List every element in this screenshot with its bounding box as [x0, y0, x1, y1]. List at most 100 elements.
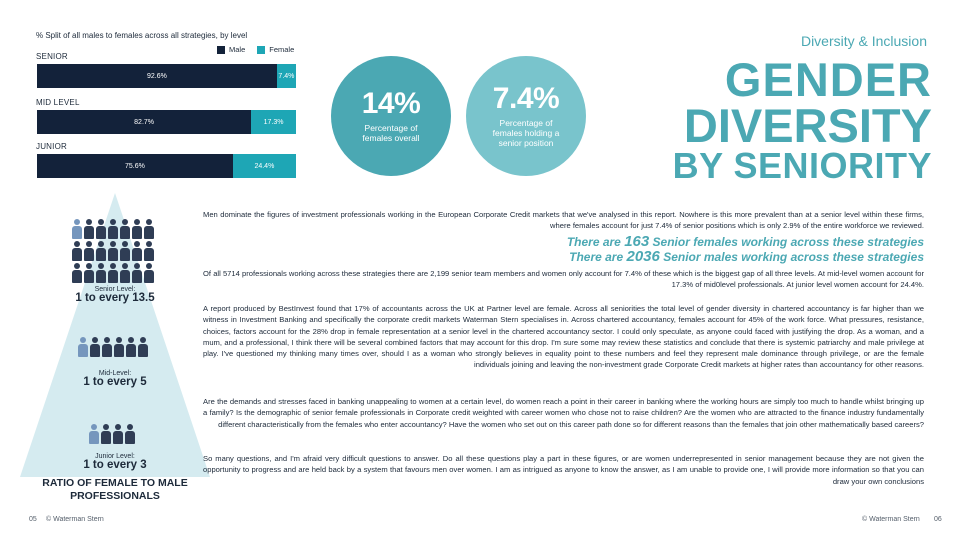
male-person-icon	[84, 219, 94, 239]
highlight-females-post: Senior females working across these stra…	[649, 235, 924, 249]
footer-left-brand: © Waterman Stern	[46, 516, 104, 523]
male-person-icon	[132, 241, 142, 261]
mid-people	[78, 337, 148, 357]
people-row	[89, 424, 135, 444]
male-person-icon	[108, 241, 118, 261]
footer-left-page-number: 05	[29, 516, 37, 523]
female-person-icon	[72, 219, 82, 239]
people-row	[78, 337, 148, 357]
female-person-icon	[89, 424, 99, 444]
male-person-icon	[84, 263, 94, 283]
stat-overall-label: Percentage of females overall	[362, 123, 420, 143]
male-person-icon	[102, 337, 112, 357]
bar-segment-female: 7.4%	[276, 64, 296, 88]
legend-male-swatch	[217, 45, 225, 54]
bar-value-label: 92.6%	[146, 72, 167, 80]
highlight-males-number: 2036	[626, 248, 660, 265]
paragraph-questions: Are the demands and stresses faced in ba…	[203, 397, 924, 429]
female-person-icon	[78, 337, 88, 357]
male-person-icon	[96, 241, 106, 261]
senior-level-ratio: 1 to every 13.5	[75, 292, 155, 304]
headline-line-2: DIVERSITY	[683, 99, 932, 152]
male-person-icon	[84, 241, 94, 261]
bar-segment-male: 75.6%	[37, 154, 233, 178]
bar-value-label: 24.4%	[254, 162, 275, 170]
male-person-icon	[90, 337, 100, 357]
legend-male: Male	[217, 45, 245, 54]
highlight-females-number: 163	[624, 233, 650, 250]
male-person-icon	[138, 337, 148, 357]
bar-row: 75.6% 24.4%	[37, 154, 296, 178]
stat-circle-senior: 7.4% Percentage of females holding a sen…	[466, 56, 586, 176]
male-person-icon	[132, 219, 142, 239]
bar-row: 92.6% 7.4%	[37, 64, 296, 88]
male-person-icon	[144, 263, 154, 283]
bar-row: 82.7% 17.3%	[37, 110, 296, 134]
male-person-icon	[126, 337, 136, 357]
legend-female-swatch	[257, 45, 266, 54]
bar-category-label: SENIOR	[36, 52, 68, 61]
male-person-icon	[125, 424, 135, 444]
male-person-icon	[96, 219, 106, 239]
legend-female-label: Female	[269, 45, 295, 54]
male-person-icon	[144, 241, 154, 261]
footer-right-page-number: 06	[934, 516, 942, 523]
legend-male-label: Male	[229, 45, 246, 54]
highlight-senior-males: There are 2036 Senior males working acro…	[203, 249, 924, 265]
highlight-senior-females: There are 163 Senior females working acr…	[203, 234, 924, 250]
people-row	[72, 219, 154, 239]
male-person-icon	[108, 263, 118, 283]
junior-level-ratio: 1 to every 3	[83, 459, 147, 471]
male-person-icon	[96, 263, 106, 283]
male-person-icon	[120, 241, 130, 261]
people-row	[72, 263, 154, 283]
paragraph-professionals: Of all 5714 professionals working across…	[203, 269, 924, 290]
highlight-males-post: Senior males working across these strate…	[659, 250, 924, 264]
chart-legend: Male Female	[217, 45, 294, 54]
senior-people	[72, 219, 154, 283]
pyramid-shape	[20, 193, 210, 477]
bar-segment-female: 17.3%	[251, 110, 296, 134]
paragraph-accountancy: A report produced by BestInvest found th…	[203, 304, 924, 370]
male-person-icon	[120, 263, 130, 283]
male-person-icon	[144, 219, 154, 239]
highlight-males-pre: There are	[569, 250, 627, 264]
bar-value-label: 75.6%	[124, 162, 145, 170]
bar-category-label: MID LEVEL	[36, 98, 80, 107]
mid-level-label: Mid-Level:	[98, 370, 132, 377]
male-person-icon	[108, 219, 118, 239]
male-person-icon	[72, 241, 82, 261]
mid-level-ratio: 1 to every 5	[83, 376, 147, 388]
people-row	[72, 241, 154, 261]
stat-overall-value: 14%	[361, 87, 421, 120]
paragraph-conclusion: So many questions, and I'm afraid very d…	[203, 454, 924, 486]
bar-value-label: 17.3%	[263, 118, 284, 126]
male-person-icon	[114, 337, 124, 357]
bar-category-label: JUNIOR	[36, 142, 67, 151]
junior-level-label: Junior Level:	[95, 453, 135, 460]
senior-level-label: Senior Level:	[94, 286, 136, 293]
highlight-females-pre: There are	[566, 235, 625, 249]
footer-right-brand: © Waterman Stern	[862, 516, 920, 523]
paragraph-intro: Men dominate the figures of investment p…	[203, 210, 924, 231]
male-person-icon	[72, 263, 82, 283]
bar-segment-female: 24.4%	[232, 154, 296, 178]
male-person-icon	[120, 219, 130, 239]
male-person-icon	[113, 424, 123, 444]
stat-senior-label: Percentage of females holding a senior p…	[492, 118, 560, 148]
section-label: Diversity & Inclusion	[800, 33, 927, 49]
chart-title: % Split of all males to females across a…	[36, 31, 248, 40]
pyramid-caption: RATIO OF FEMALE TO MALE PROFESSIONALS	[42, 477, 188, 502]
stat-senior-value: 7.4%	[492, 82, 560, 115]
headline-line-3: BY SENIORITY	[672, 145, 932, 186]
bar-segment-male: 92.6%	[37, 64, 277, 88]
bar-value-label: 7.4%	[278, 72, 295, 80]
bar-segment-male: 82.7%	[37, 110, 252, 134]
male-person-icon	[132, 263, 142, 283]
male-person-icon	[101, 424, 111, 444]
headline-line-1: GENDER	[724, 53, 932, 106]
bar-value-label: 82.7%	[134, 118, 155, 126]
junior-people	[89, 424, 135, 444]
stat-circle-overall: 14% Percentage of females overall	[331, 56, 451, 176]
legend-female: Female	[257, 45, 294, 54]
